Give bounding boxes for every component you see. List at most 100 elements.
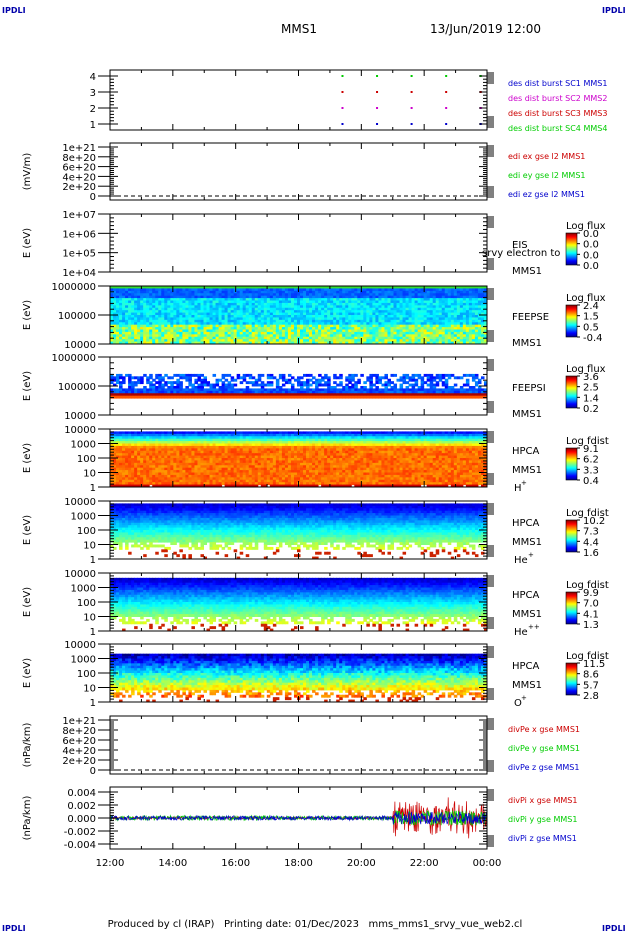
- spectrogram-cell: [161, 286, 165, 289]
- spectrogram-cell: [254, 381, 259, 385]
- spectrogram-cell: [116, 339, 120, 343]
- spectrogram-cell: [116, 462, 120, 466]
- spectrogram-cell: [119, 450, 123, 454]
- spectrogram-cell: [212, 319, 217, 323]
- spectrogram-cell: [242, 305, 247, 309]
- spectrogram-cell: [110, 484, 114, 488]
- spectrogram-cell: [227, 324, 232, 328]
- spectrogram-cell: [179, 472, 183, 476]
- spectrogram-cell: [221, 334, 226, 338]
- spectrogram-cell: [257, 290, 262, 294]
- spectrogram-cell: [167, 286, 171, 289]
- spectrogram-cell: [471, 373, 476, 377]
- spectrogram-cell: [480, 388, 485, 392]
- corner-label-top-left: IPDLI: [2, 6, 26, 15]
- spectrogram-cell: [336, 341, 340, 345]
- spectrogram-cell: [140, 436, 144, 440]
- spectrogram-cell: [423, 331, 428, 335]
- spectrogram-cell: [209, 438, 214, 442]
- spectrogram-cell: [420, 295, 425, 299]
- spectrogram-cell: [450, 341, 455, 345]
- spectrogram-cell: [363, 305, 367, 309]
- spectrogram-cell: [450, 298, 455, 301]
- spectrogram-cell: [158, 288, 162, 292]
- spectrogram-cell: [378, 378, 382, 382]
- spectrogram-cell: [158, 455, 162, 459]
- spectrogram-cell: [257, 307, 262, 311]
- spectrogram-cell: [260, 339, 265, 343]
- spectrogram-cell: [254, 307, 259, 311]
- spectrogram-cell: [227, 390, 232, 394]
- spectrogram-cell: [206, 453, 211, 457]
- spectrogram-cell: [239, 324, 244, 328]
- spectrogram-cell: [462, 324, 467, 328]
- spectrogram-cell: [284, 390, 289, 394]
- spectrogram-cell: [411, 288, 416, 292]
- spectrogram-cell: [143, 329, 147, 333]
- spectrogram-cell: [230, 472, 235, 476]
- spectrogram-cell: [152, 453, 156, 457]
- spectrogram-cell: [155, 467, 159, 471]
- spectrogram-cell: [122, 329, 126, 333]
- spectrogram-cell: [438, 336, 443, 340]
- spectrogram-cell: [125, 479, 129, 483]
- spectrogram-cell: [408, 336, 413, 340]
- spectrogram-cell: [200, 465, 204, 469]
- spectrogram-cell: [167, 474, 171, 478]
- spectrogram-cell: [113, 310, 117, 314]
- spectrogram-cell: [447, 329, 452, 333]
- spectrogram-cell: [378, 305, 382, 309]
- spectrogram-cell: [122, 312, 126, 316]
- spectrogram-cell: [227, 329, 232, 333]
- spectrogram-cell: [203, 336, 208, 340]
- spectrogram-cell: [369, 295, 373, 299]
- spectrogram-cell: [366, 341, 370, 345]
- spectrogram-cell: [194, 378, 198, 382]
- spectrogram-cell: [161, 378, 165, 382]
- spectrogram-cell: [435, 295, 440, 299]
- spectrogram-cell: [456, 319, 461, 323]
- spectrogram-cell: [224, 290, 229, 294]
- spectrogram-cell: [272, 310, 277, 314]
- spectrogram-cell: [152, 307, 156, 311]
- spectrogram-cell: [191, 293, 195, 297]
- spectrogram-cell: [134, 341, 138, 345]
- spectrogram-cell: [423, 388, 428, 392]
- spectrogram-cell: [333, 312, 337, 316]
- spectrogram-cell: [339, 388, 343, 392]
- spectrogram-cell: [143, 331, 147, 335]
- spectrogram-cell: [369, 390, 373, 394]
- spectrogram-cell: [239, 431, 244, 435]
- spectrogram-cell: [215, 433, 220, 437]
- spectrogram-cell: [375, 295, 379, 299]
- spectrogram-cell: [191, 288, 195, 292]
- spectrogram-cell: [257, 293, 262, 297]
- spectrogram-cell: [137, 317, 141, 321]
- spectrogram-cell: [146, 436, 150, 440]
- spectrogram-cell: [450, 327, 455, 330]
- spectrogram-cell: [315, 293, 319, 297]
- spectrogram-cell: [363, 331, 367, 335]
- spectrogram-cell: [318, 390, 322, 394]
- spectrogram-cell: [480, 315, 485, 318]
- spectrogram-cell: [402, 329, 407, 333]
- spectrogram-cell: [336, 295, 340, 299]
- spectrogram-cell: [242, 467, 247, 471]
- spectrogram-cell: [351, 327, 355, 330]
- spectrogram-cell: [227, 334, 232, 338]
- spectrogram-cell: [239, 458, 244, 461]
- spectrogram-cell: [239, 453, 244, 457]
- spectrogram-cell: [155, 465, 159, 469]
- spectrogram-cell: [212, 393, 217, 397]
- spectrogram-cell: [218, 312, 223, 316]
- spectrogram-cell: [324, 310, 328, 314]
- spectrogram-cell: [405, 331, 410, 335]
- spectrogram-cell: [300, 322, 304, 326]
- spectrogram-cell: [119, 479, 123, 483]
- spectrogram-cell: [128, 467, 132, 471]
- spectrogram-cell: [236, 431, 241, 435]
- spectrogram-cell: [272, 300, 277, 304]
- spectrogram-cell: [233, 295, 238, 299]
- spectrogram-cell: [348, 341, 352, 345]
- spectrogram-cell: [363, 307, 367, 311]
